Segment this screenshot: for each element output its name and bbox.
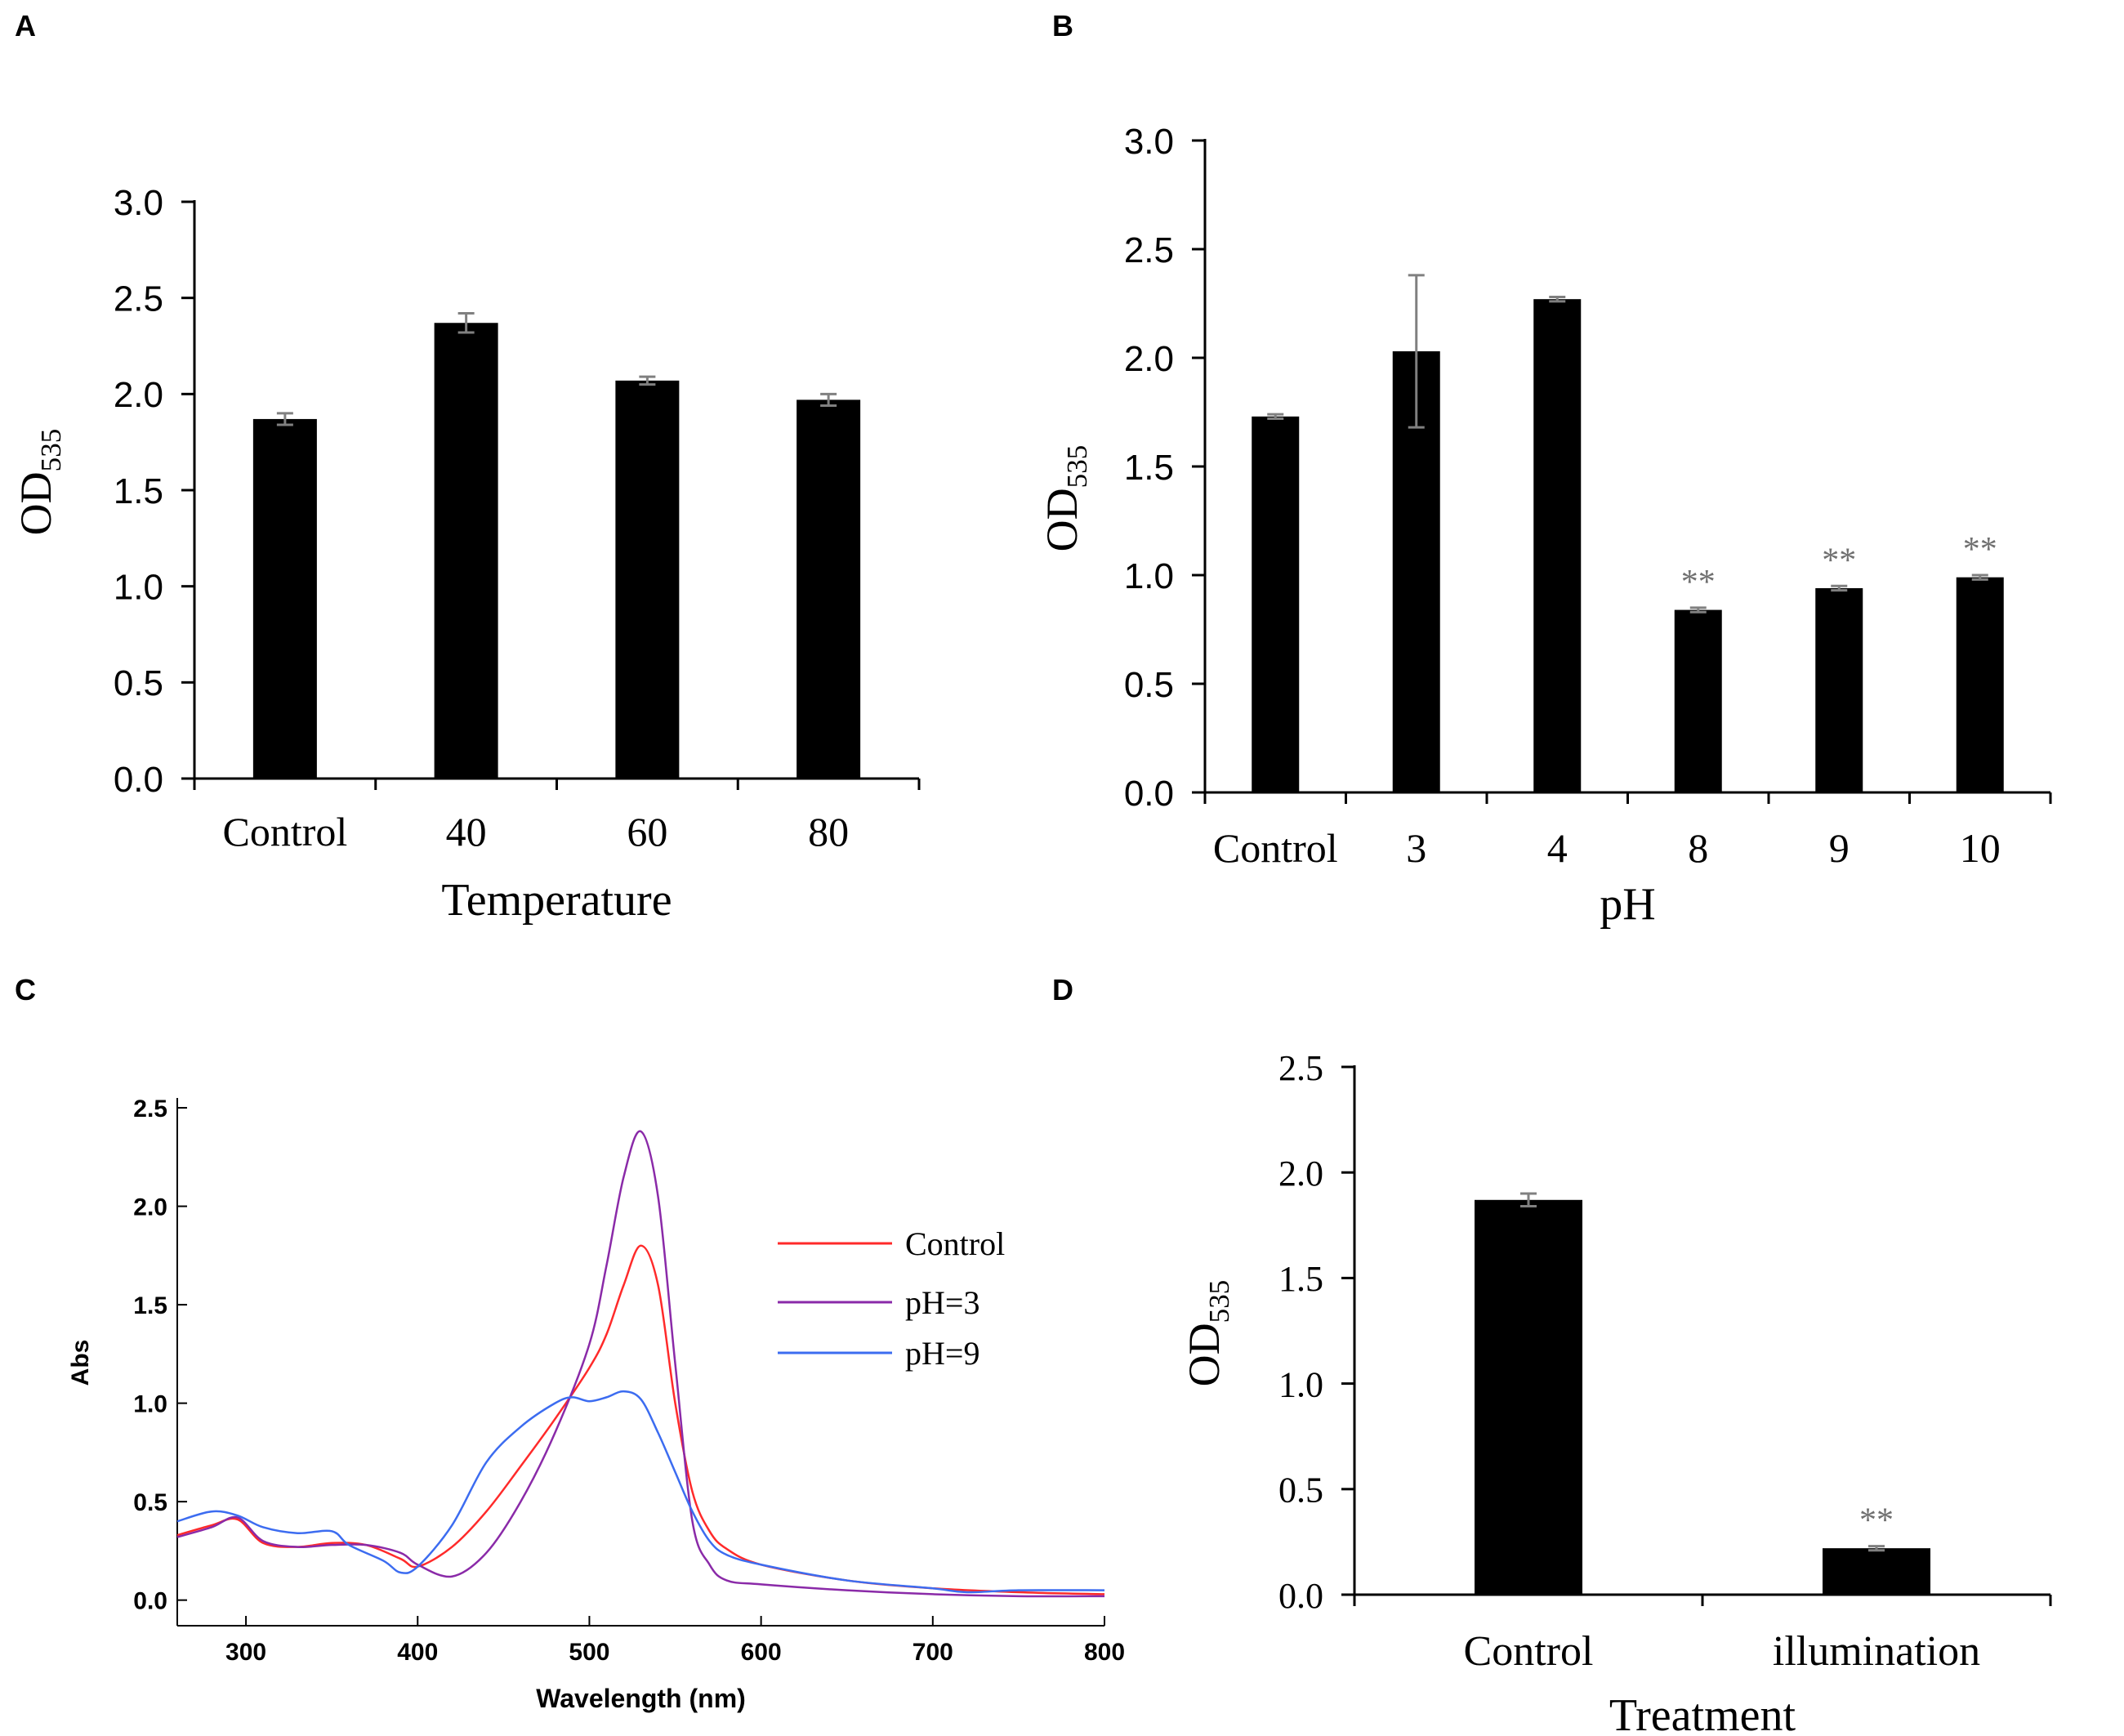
y-tick-label: 0.5 bbox=[114, 663, 163, 703]
y-axis-title-subscript: 535 bbox=[1061, 445, 1093, 489]
y-tick-label: 2.0 bbox=[1278, 1154, 1323, 1194]
y-tick-label: 2.5 bbox=[133, 1096, 167, 1122]
x-tick-label: 4 bbox=[1547, 825, 1568, 871]
y-tick-label: 0.0 bbox=[1124, 774, 1174, 814]
y-tick-label: 0.5 bbox=[1278, 1470, 1323, 1511]
y-axis-title: OD535 bbox=[11, 429, 67, 536]
y-tick-label: 1.5 bbox=[1124, 448, 1174, 488]
bar bbox=[1815, 587, 1863, 792]
panel-label-a: A bbox=[15, 9, 36, 42]
series-line-ph9 bbox=[176, 1390, 1105, 1594]
panel-label-d: D bbox=[1052, 973, 1073, 1006]
y-axis-title: Abs bbox=[67, 1340, 94, 1386]
x-tick-label: Control bbox=[1213, 825, 1338, 871]
y-axis-title-subscript: 535 bbox=[1203, 1280, 1235, 1323]
significance-marker: ** bbox=[1822, 542, 1856, 579]
x-axis-title: pH bbox=[1600, 879, 1655, 930]
x-tick-label: 400 bbox=[397, 1639, 438, 1666]
x-tick-label: 8 bbox=[1688, 825, 1708, 871]
x-tick-label: 800 bbox=[1084, 1639, 1125, 1666]
x-tick-label: 80 bbox=[808, 809, 849, 855]
bar bbox=[252, 418, 317, 779]
significance-marker: ** bbox=[1859, 1502, 1894, 1540]
y-tick-label: 2.5 bbox=[1124, 230, 1174, 270]
y-tick-label: 2.5 bbox=[114, 279, 163, 319]
chart-a-temperature: 0.0 0.5 1.0 1.5 2.0 2.5 3.0 Control 40 60 80 Temper… bbox=[11, 183, 921, 926]
x-tick-label: 700 bbox=[913, 1639, 953, 1666]
y-tick-label: 1.5 bbox=[114, 471, 163, 511]
x-tick-label: Control bbox=[1464, 1628, 1594, 1675]
x-tick-label: 10 bbox=[1960, 825, 2001, 871]
x-axis-title: Treatment bbox=[1609, 1690, 1796, 1736]
y-tick-label: 2.5 bbox=[1278, 1048, 1323, 1088]
y-tick-label: 1.0 bbox=[114, 568, 163, 608]
series-line-ph3 bbox=[176, 1130, 1105, 1598]
chart-c-spectrum: 0.0 0.5 1.0 1.5 2.0 2.5 300 400 500 600 700 800 Wave… bbox=[67, 1096, 1125, 1713]
bar bbox=[1475, 1199, 1582, 1595]
bar bbox=[1674, 609, 1722, 792]
significance-marker: ** bbox=[1963, 531, 1997, 569]
y-tick-label: 2.0 bbox=[133, 1194, 167, 1221]
bar bbox=[796, 399, 861, 779]
y-tick-label: 0.0 bbox=[133, 1588, 167, 1615]
panel-label-b: B bbox=[1052, 9, 1073, 42]
y-axis-title: OD535 bbox=[1037, 445, 1093, 552]
y-tick-label: 1.0 bbox=[1278, 1364, 1323, 1404]
y-tick-label: 1.5 bbox=[1278, 1259, 1323, 1299]
y-tick-label: 0.5 bbox=[1124, 665, 1174, 705]
x-tick-label: 600 bbox=[741, 1639, 782, 1666]
chart-b-ph: 0.0 0.5 1.0 1.5 2.0 2.5 3.0 Control 3 4 ** 8 ** 9 ** 10… bbox=[1037, 122, 2052, 930]
x-tick-label: illumination bbox=[1773, 1628, 1980, 1675]
y-axis-title-main: OD bbox=[11, 471, 60, 535]
bar bbox=[1823, 1548, 1930, 1595]
x-tick-label: 60 bbox=[627, 809, 667, 855]
y-tick-label: 0.5 bbox=[133, 1489, 167, 1516]
x-tick-label: 300 bbox=[225, 1639, 266, 1666]
bar bbox=[615, 380, 680, 779]
x-tick-label: Control bbox=[222, 809, 347, 855]
significance-marker: ** bbox=[1681, 564, 1716, 601]
y-tick-label: 0.0 bbox=[1278, 1576, 1323, 1616]
y-tick-label: 2.0 bbox=[1124, 339, 1174, 379]
y-tick-label: 2.0 bbox=[114, 375, 163, 415]
y-axis-title-main: OD bbox=[1180, 1323, 1229, 1386]
bar bbox=[1533, 299, 1582, 792]
x-tick-label: 40 bbox=[446, 809, 487, 855]
y-tick-label: 1.5 bbox=[133, 1292, 167, 1319]
x-tick-label: 3 bbox=[1406, 825, 1426, 871]
legend-item-control: Control bbox=[905, 1225, 1005, 1262]
bar bbox=[1956, 577, 2004, 792]
chart-d-treatment: 0.0 0.5 1.0 1.5 2.0 2.5 Control ** illumination T… bbox=[1180, 1048, 2052, 1736]
bar bbox=[1252, 416, 1300, 792]
legend-item-ph9: pH=9 bbox=[905, 1335, 979, 1372]
y-axis-title-subscript: 535 bbox=[35, 429, 67, 472]
panel-label-c: C bbox=[15, 973, 36, 1006]
x-axis-title: Temperature bbox=[441, 875, 672, 926]
y-tick-label: 3.0 bbox=[114, 183, 163, 223]
bar bbox=[434, 323, 498, 779]
legend-item-ph3: pH=3 bbox=[905, 1284, 979, 1321]
x-axis-title: Wavelength (nm) bbox=[536, 1684, 746, 1713]
y-axis-title-main: OD bbox=[1037, 488, 1087, 551]
x-tick-label: 9 bbox=[1829, 825, 1850, 871]
x-tick-label: 500 bbox=[569, 1639, 609, 1666]
y-axis-title: OD535 bbox=[1180, 1280, 1235, 1387]
y-tick-label: 0.0 bbox=[114, 760, 163, 800]
y-tick-label: 3.0 bbox=[1124, 122, 1174, 162]
y-tick-label: 1.0 bbox=[1124, 556, 1174, 596]
y-tick-label: 1.0 bbox=[133, 1391, 167, 1418]
